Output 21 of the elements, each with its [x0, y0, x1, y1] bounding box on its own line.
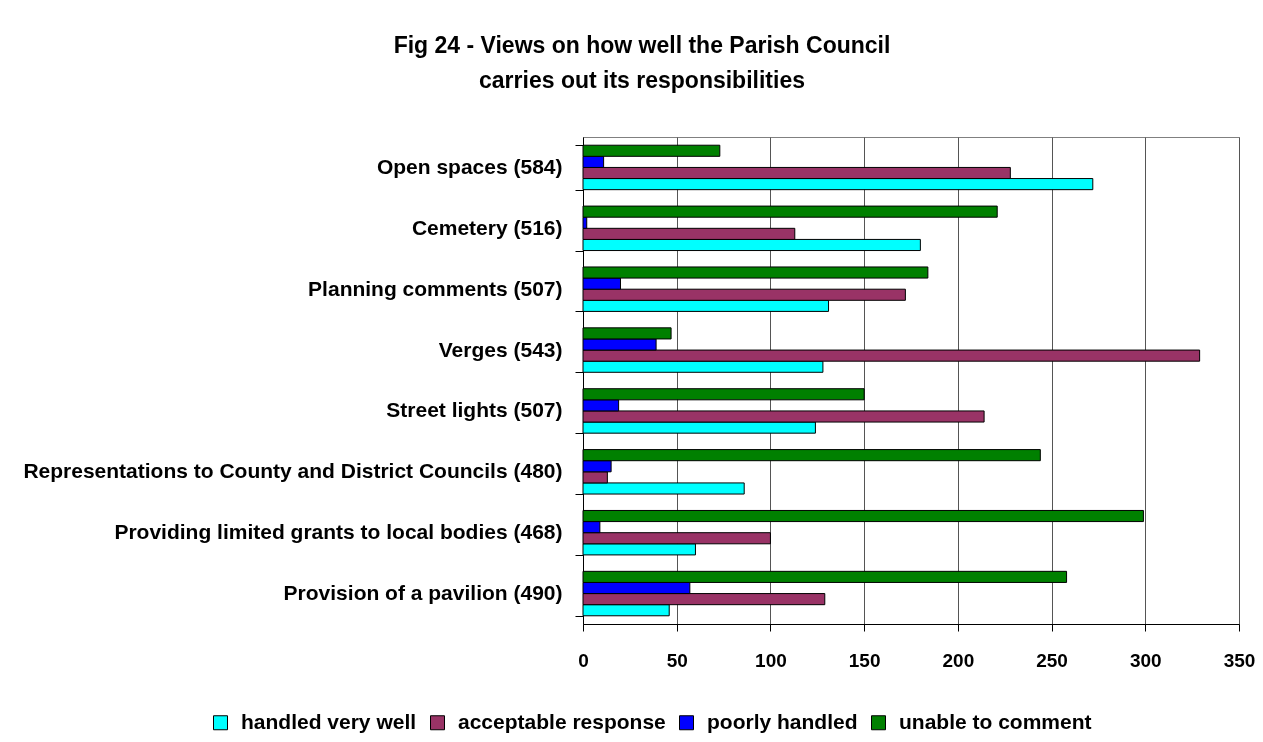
x-tick-label: 100: [755, 649, 787, 671]
y-tick-label: Open spaces (584): [376, 154, 563, 178]
chart-title: Fig 24 - Views on how well the Parish Council carries out its responsibilities: [393, 32, 891, 93]
y-tick-label: Representations to County and District Councils (480): [23, 459, 563, 483]
y-tick-label: Verges (543): [438, 337, 563, 361]
legend-label: poorly handled: [707, 709, 858, 733]
x-tick-label: 50: [666, 649, 688, 671]
y-tick-label: Provision of a pavilion (490): [283, 581, 563, 605]
x-tick-label: 0: [578, 649, 589, 671]
legend-label: handled very well: [241, 709, 417, 733]
y-tick-label: Street lights (507): [386, 398, 563, 422]
x-tick-label: 200: [942, 649, 975, 671]
legend-label: acceptable response: [458, 709, 666, 733]
x-tick-label: 250: [1036, 649, 1068, 671]
x-tick-label: 350: [1223, 649, 1256, 671]
y-tick-label: Planning comments (507): [308, 276, 563, 300]
y-tick-label: Cemetery (516): [411, 215, 563, 239]
y-tick-label: Providing limited grants to local bodies (468): [114, 520, 563, 544]
x-tick-label: 150: [848, 649, 881, 671]
x-tick-label: 300: [1129, 649, 1162, 671]
legend-label: unable to comment: [899, 709, 1092, 733]
